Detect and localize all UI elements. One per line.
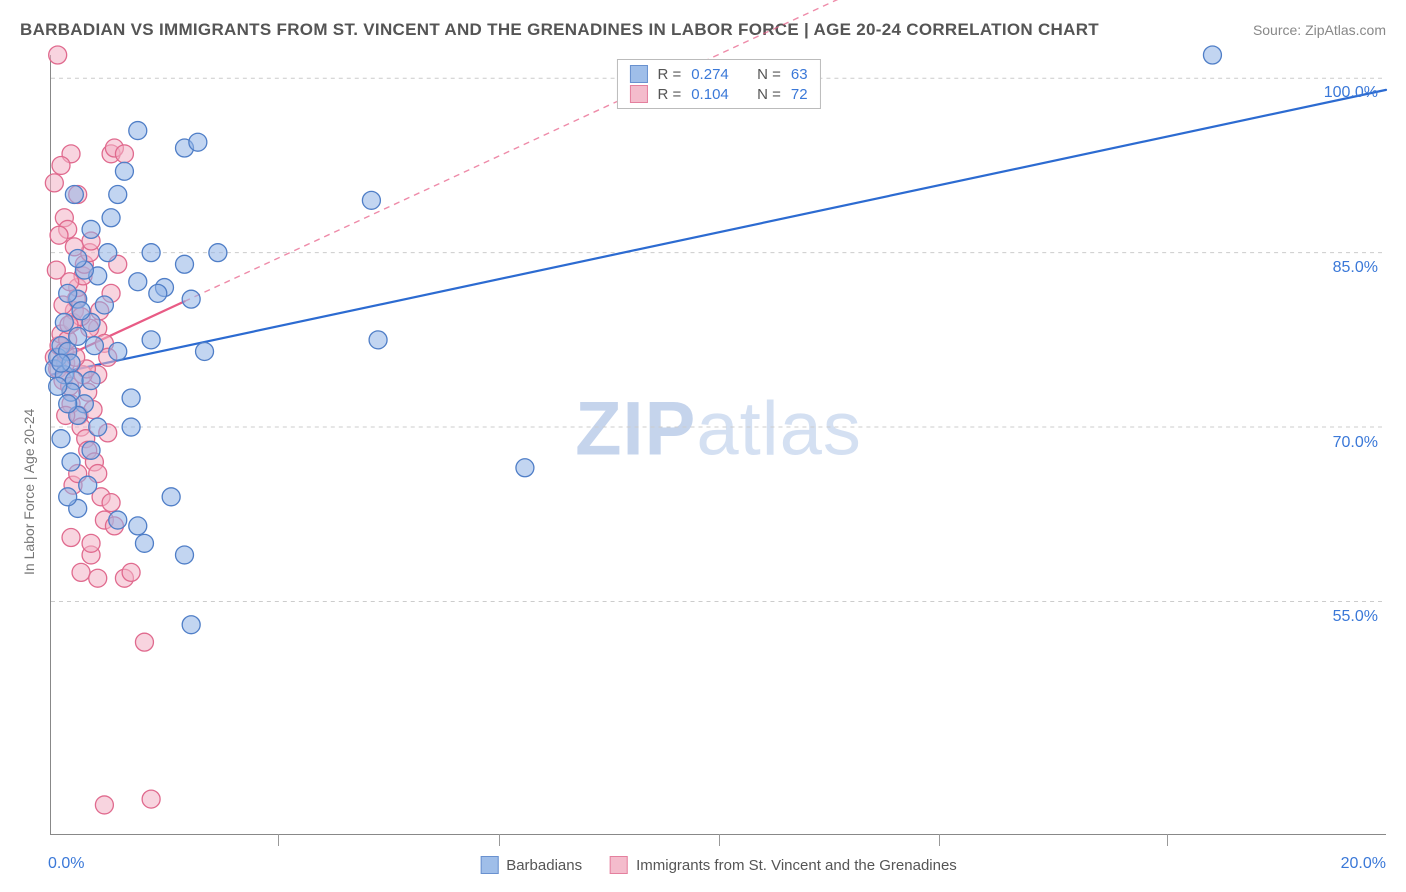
legend-stats: R = 0.274 N = 63 R = 0.104 N = 72 (616, 59, 820, 109)
r-prefix: R = (657, 66, 681, 83)
y-grid-label: 55.0% (1333, 608, 1378, 626)
n-pink: 72 (791, 86, 808, 103)
swatch-pink (629, 85, 647, 103)
legend-label-blue: Barbadians (506, 857, 582, 874)
legend-series: Barbadians Immigrants from St. Vincent a… (480, 856, 957, 874)
y-grid-label: 100.0% (1324, 84, 1378, 102)
swatch-pink (610, 856, 628, 874)
n-prefix: N = (757, 86, 781, 103)
n-prefix: N = (757, 66, 781, 83)
y-grid-label: 85.0% (1333, 259, 1378, 277)
swatch-blue (629, 65, 647, 83)
source-label: Source: ZipAtlas.com (1253, 22, 1386, 38)
y-axis-label: In Labor Force | Age 20-24 (21, 409, 37, 575)
legend-item-pink: Immigrants from St. Vincent and the Gren… (610, 856, 957, 874)
legend-item-blue: Barbadians (480, 856, 582, 874)
r-prefix: R = (657, 86, 681, 103)
x-tick (1167, 834, 1168, 846)
legend-label-pink: Immigrants from St. Vincent and the Gren… (636, 857, 957, 874)
legend-stats-row-pink: R = 0.104 N = 72 (629, 84, 807, 104)
x-axis-left-label: 0.0% (48, 855, 84, 873)
legend-stats-row-blue: R = 0.274 N = 63 (629, 64, 807, 84)
y-grid-label: 70.0% (1333, 434, 1378, 452)
chart-title: BARBADIAN VS IMMIGRANTS FROM ST. VINCENT… (20, 20, 1099, 40)
x-axis-right-label: 20.0% (1341, 855, 1386, 873)
x-tick (939, 834, 940, 846)
x-tick (499, 834, 500, 846)
r-pink: 0.104 (691, 86, 729, 103)
plot-svg (51, 55, 1386, 834)
r-blue: 0.274 (691, 66, 729, 83)
x-tick (719, 834, 720, 846)
x-tick (278, 834, 279, 846)
plot-area: In Labor Force | Age 20-24 ZIPatlas 100.… (50, 55, 1386, 835)
n-blue: 63 (791, 66, 808, 83)
swatch-blue (480, 856, 498, 874)
